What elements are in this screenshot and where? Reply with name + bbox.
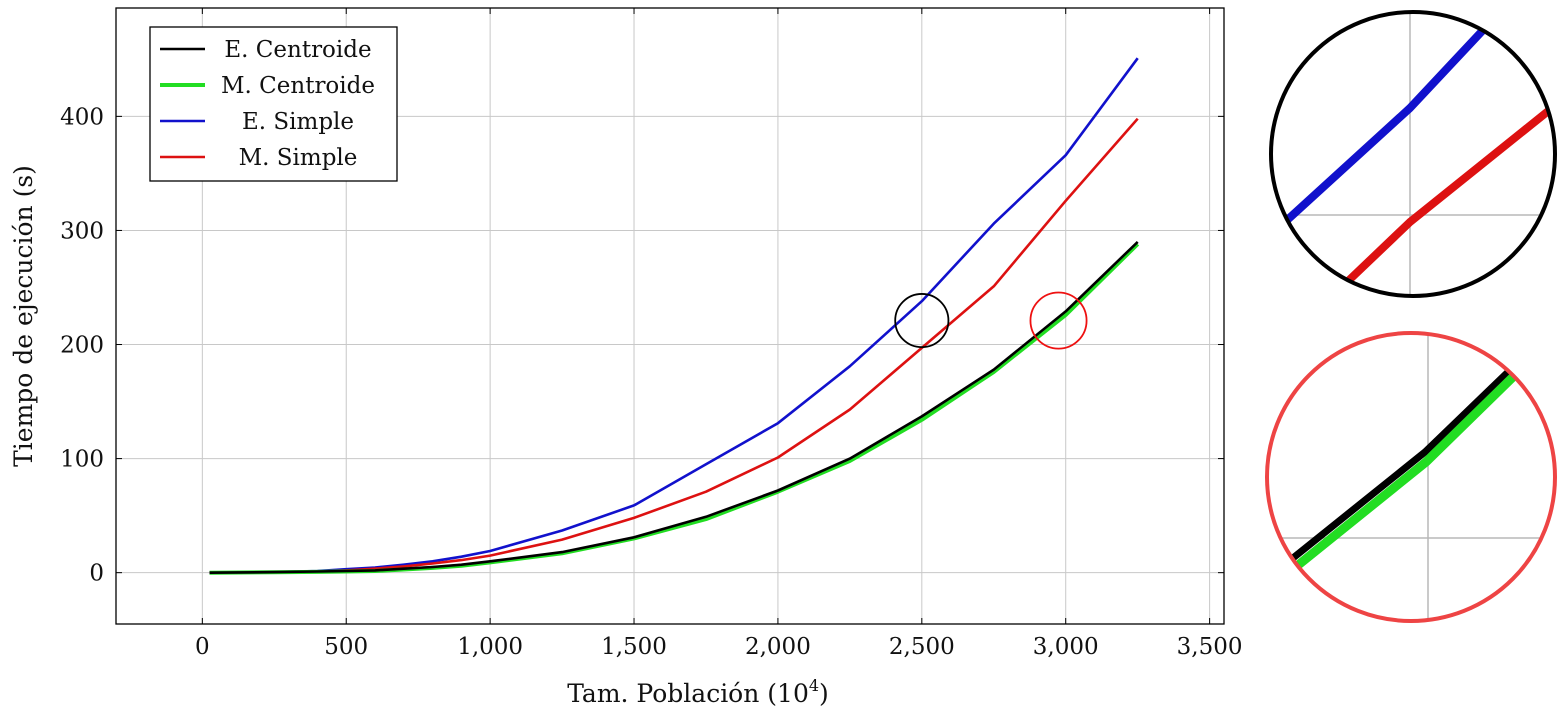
x-tick-label: 0 (195, 634, 210, 660)
inset-content (1267, 333, 1555, 621)
zoom-inset-bottom (1265, 331, 1557, 623)
inset-series-line (1292, 371, 1519, 571)
series-line-m-centroide (209, 242, 1140, 575)
inset-series-line (1281, 24, 1489, 226)
y-tick-label: 0 (89, 561, 104, 587)
zoom-marker-circle-2 (1029, 291, 1088, 350)
legend-label: M. Centroide (221, 73, 375, 99)
x-tick-label: 1,500 (601, 634, 667, 660)
zoom-inset-top (1269, 10, 1557, 298)
y-tick-label: 300 (60, 218, 104, 244)
series-line-e-centroide (209, 240, 1139, 574)
x-tick-label: 500 (324, 634, 368, 660)
zoom-markers (894, 291, 1088, 350)
series-line-m-simple (209, 117, 1139, 574)
y-tick-label: 100 (60, 447, 104, 473)
legend: E. Centroide M. Centroide E. Simple M. Simp… (149, 26, 398, 182)
legend-label: E. Centroide (224, 37, 371, 63)
x-tick-label: 3,000 (1033, 634, 1099, 660)
inset-background (1271, 12, 1555, 296)
y-axis-title: Tiempo de ejecución (s) (9, 165, 38, 467)
x-tick-label: 2,500 (889, 634, 955, 660)
plot-frame (115, 7, 1225, 625)
legend-label: M. Simple (239, 145, 358, 171)
series-lines (209, 57, 1140, 575)
inset-content (1271, 12, 1555, 296)
inset-border (1269, 10, 1557, 298)
y-axis-ticks: 0 100 200 300 400 (60, 104, 1224, 587)
x-tick-label: 2,000 (745, 634, 811, 660)
x-tick-label: 1,000 (457, 634, 523, 660)
inset-border (1265, 331, 1557, 623)
x-axis-title: Tam. Población (104) (567, 676, 829, 708)
y-tick-label: 200 (60, 333, 104, 359)
legend-label: E. Simple (242, 109, 354, 135)
grid-lines (116, 8, 1224, 624)
inset-series-line (1341, 104, 1555, 288)
x-tick-label: 3,500 (1177, 634, 1243, 660)
y-tick-label: 400 (60, 104, 104, 130)
legend-box (149, 26, 398, 182)
inset-series-line (1289, 368, 1512, 562)
zoom-marker-circle-1 (894, 293, 950, 349)
x-axis-ticks: 0 500 1,000 1,500 2,000 2,500 3,000 3,500 (195, 8, 1243, 660)
